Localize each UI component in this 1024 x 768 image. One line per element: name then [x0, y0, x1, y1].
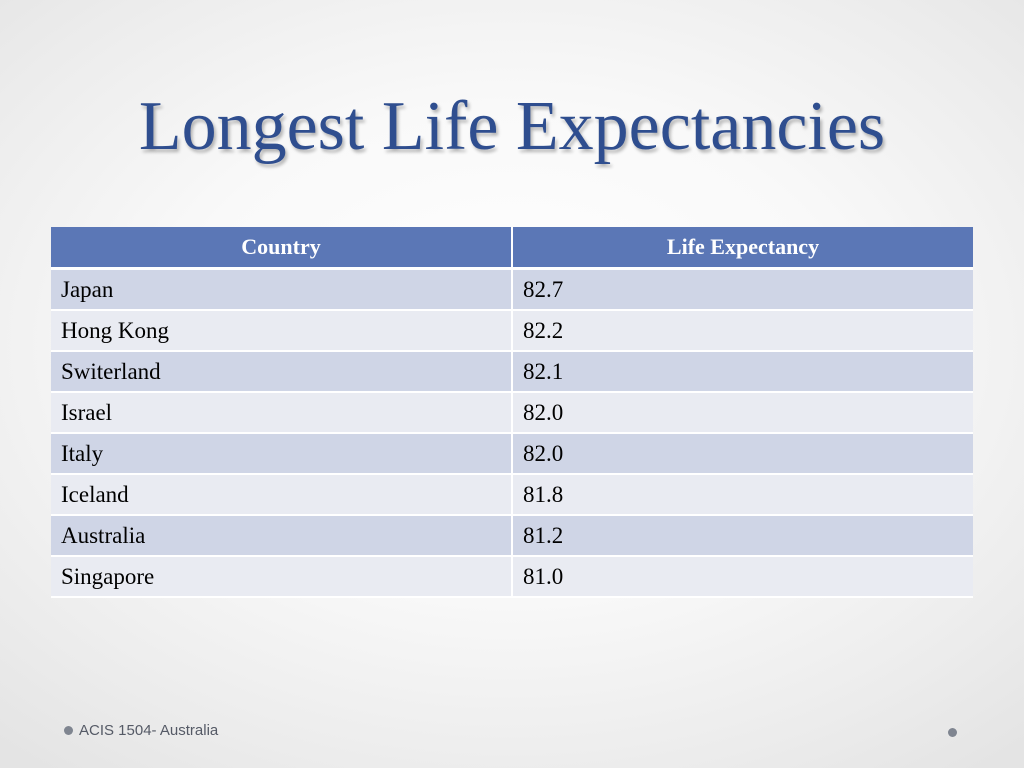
cell-life-expectancy: 81.0 — [512, 556, 973, 598]
slide-dot-icon — [948, 728, 957, 737]
footer-text: ACIS 1504- Australia — [79, 722, 219, 739]
life-expectancy-table: Country Life Expectancy Japan 82.7 Hong … — [51, 227, 973, 598]
cell-life-expectancy: 82.0 — [512, 433, 973, 475]
table-row: Japan 82.7 — [51, 268, 973, 311]
slide-title: Longest Life Expectancies — [138, 88, 886, 165]
table-row: Hong Kong 82.2 — [51, 310, 973, 352]
cell-life-expectancy: 81.8 — [512, 474, 973, 516]
column-header-life-expectancy: Life Expectancy — [512, 227, 973, 270]
table-header-row: Country Life Expectancy — [51, 227, 973, 270]
cell-country: Italy — [51, 433, 513, 475]
cell-country: Singapore — [51, 556, 513, 598]
table-row: Switerland 82.1 — [51, 351, 973, 393]
column-header-country: Country — [51, 227, 513, 270]
cell-country: Japan — [51, 268, 513, 311]
table-row: Singapore 81.0 — [51, 556, 973, 598]
cell-life-expectancy: 82.1 — [512, 351, 973, 393]
cell-life-expectancy: 82.0 — [512, 392, 973, 434]
table-row: Australia 81.2 — [51, 515, 973, 557]
cell-life-expectancy: 82.7 — [512, 268, 973, 311]
cell-country: Switerland — [51, 351, 513, 393]
slide-footer: ACIS 1504- Australia — [64, 722, 218, 739]
table-row: Iceland 81.8 — [51, 474, 973, 516]
cell-country: Hong Kong — [51, 310, 513, 352]
cell-country: Israel — [51, 392, 513, 434]
cell-life-expectancy: 82.2 — [512, 310, 973, 352]
footer-bullet-icon — [64, 726, 73, 735]
cell-country: Iceland — [51, 474, 513, 516]
cell-life-expectancy: 81.2 — [512, 515, 973, 557]
cell-country: Australia — [51, 515, 513, 557]
table-row: Italy 82.0 — [51, 433, 973, 475]
table-row: Israel 82.0 — [51, 392, 973, 434]
